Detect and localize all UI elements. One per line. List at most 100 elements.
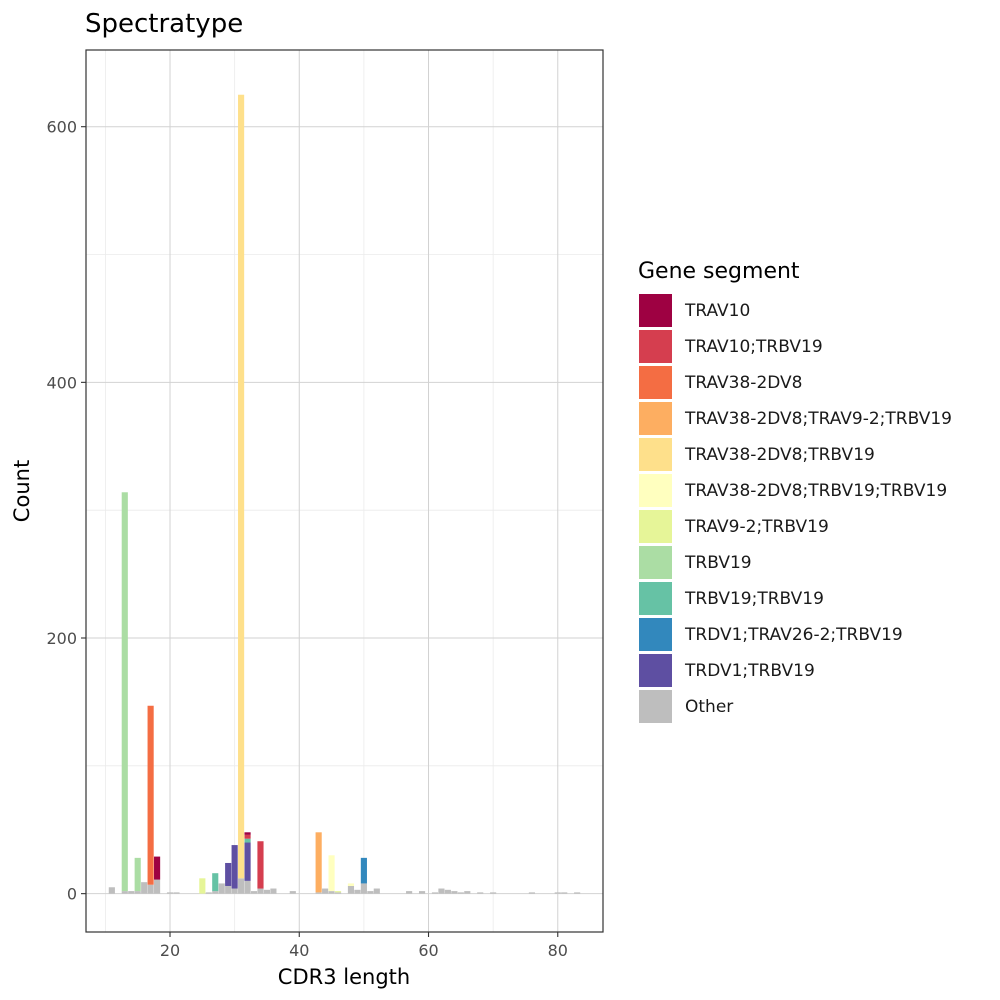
bar-segment [554,892,561,894]
bar-segment [328,855,335,892]
bar-segment [257,888,264,894]
bar-segment [315,892,322,894]
y-axis-title: Count [10,460,34,522]
bar-segment [212,873,219,892]
y-tick-label: 600 [46,118,77,137]
bar-segment [231,888,238,894]
bar-segment [431,892,439,894]
legend: Gene segment TRAV10 TRAV10;TRBV19 TRAV38-2… [638,259,952,723]
bar-segment [244,880,251,894]
bar-segment [528,892,535,894]
minor-gridlines [86,50,603,932]
legend-label: TRAV38-2DV8;TRBV19 [684,445,875,465]
bar-segment [438,888,445,894]
legend-label: TRAV38-2DV8 [684,373,803,393]
legend-label: Other [685,697,733,717]
x-tick-label: 80 [548,941,568,960]
bar-segment [354,889,361,894]
bar-segment [238,878,245,894]
legend-swatch [639,582,672,615]
legend-label: TRAV38-2DV8;TRBV19;TRBV19 [684,481,947,501]
bar-segment [561,892,568,894]
legend-swatch [639,510,672,543]
legend-label: TRDV1;TRBV19 [684,661,815,681]
bar-segment [212,891,219,894]
x-tick-label: 60 [418,941,438,960]
legend-swatch [639,294,672,327]
bar-segment [134,891,141,894]
bar-segment [225,862,232,886]
legend-swatch [639,366,672,399]
legend-label: TRAV10;TRBV19 [684,337,823,357]
bar-segment [218,883,225,894]
bar-segment [464,891,471,894]
bar-segment [244,838,251,843]
x-axis-title: CDR3 length [278,965,410,989]
y-tick-label: 200 [46,629,77,648]
legend-swatch [639,690,672,723]
bars [108,94,581,894]
bar-segment [257,841,264,889]
chart-title: Spectratype [85,9,243,39]
bar-segment [238,94,245,879]
bar-segment [108,887,115,894]
bar-segment [147,884,154,894]
bar-segment [128,891,135,894]
legend-label: TRAV10 [684,301,750,321]
bar-segment [263,889,271,894]
bar-segment [477,892,484,894]
bar-segment [231,845,238,889]
legend-swatch [639,330,672,363]
bar-segment [347,883,355,886]
bar-segment [244,842,251,881]
bar-segment [334,892,342,894]
legend-swatch [639,654,672,687]
bar-segment [347,885,355,894]
x-axis: 20 40 60 80 [160,932,568,960]
y-axis: 0 200 400 600 [46,118,86,904]
bar-segment [360,857,367,884]
bar-segment [225,885,232,894]
legend-label: TRBV19;TRBV19 [684,589,824,609]
legend-swatch [639,402,672,435]
bar-segment [574,892,581,894]
legend-title: Gene segment [638,259,800,284]
legend-label: TRBV19 [684,553,752,573]
bar-segment [250,891,258,894]
bar-segment [334,891,342,893]
x-tick-label: 20 [160,941,180,960]
bar-segment [289,891,296,894]
bar-segment [328,891,335,894]
bar-segment [322,888,329,894]
bar-segment [244,834,251,839]
legend-label: TRAV9-2;TRBV19 [684,517,829,537]
legend-swatch [639,474,672,507]
bar-segment [444,889,451,894]
bar-segment [451,891,458,894]
bar-segment [360,883,367,894]
bar-segment [173,892,180,894]
legend-swatch [639,618,672,651]
y-tick-label: 400 [46,373,77,392]
x-tick-label: 40 [289,941,309,960]
bar-segment [166,892,174,894]
bar-segment [134,857,141,892]
bar-segment [270,888,277,894]
bar-segment [315,832,322,893]
bar-segment [154,879,161,894]
bar-segment [121,492,128,892]
bar-segment [367,891,374,894]
legend-swatch [639,546,672,579]
bar-segment [418,891,426,894]
legend-label: TRDV1;TRAV26-2;TRBV19 [684,625,903,645]
legend-label: TRAV38-2DV8;TRAV9-2;TRBV19 [684,409,952,429]
bar-segment [490,892,497,894]
bar-segment [457,892,464,894]
bar-segment [244,832,251,835]
bar-segment [154,856,161,880]
bar-segment [121,891,128,894]
bar-segment [373,888,380,894]
y-tick-label: 0 [67,885,77,904]
bar-segment [199,878,206,894]
